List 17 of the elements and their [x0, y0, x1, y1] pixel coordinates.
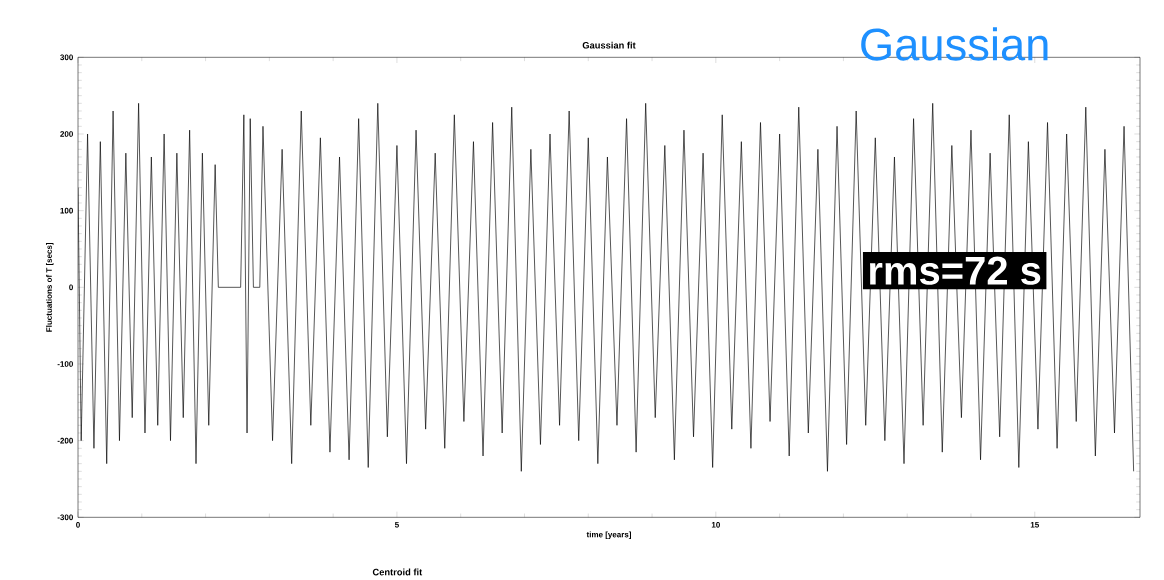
- y-tick-label: 200: [60, 131, 73, 137]
- y-tick-label: 0: [69, 284, 73, 291]
- x-tick-label: 15: [1030, 522, 1039, 528]
- annotation: rms=72 s: [870, 256, 1041, 285]
- chart-title: Gaussian fit: [582, 41, 636, 49]
- y-tick-label: 300: [60, 54, 73, 61]
- y-tick-label: -100: [57, 361, 73, 367]
- x-tick-label: 10: [711, 522, 720, 528]
- x-tick-label: 5: [394, 522, 399, 528]
- y-tick-label: -300: [57, 514, 73, 521]
- x-tick-label: 0: [76, 522, 80, 528]
- y-tick-label: 100: [60, 207, 73, 214]
- y-axis-title: Fluctuations of T [secs]: [45, 242, 54, 332]
- x-axis-title: time [years]: [586, 531, 631, 539]
- y-tick-label: -200: [57, 437, 73, 444]
- text: Centroid fit: [372, 568, 423, 576]
- annotation: Gaussian: [861, 27, 1048, 61]
